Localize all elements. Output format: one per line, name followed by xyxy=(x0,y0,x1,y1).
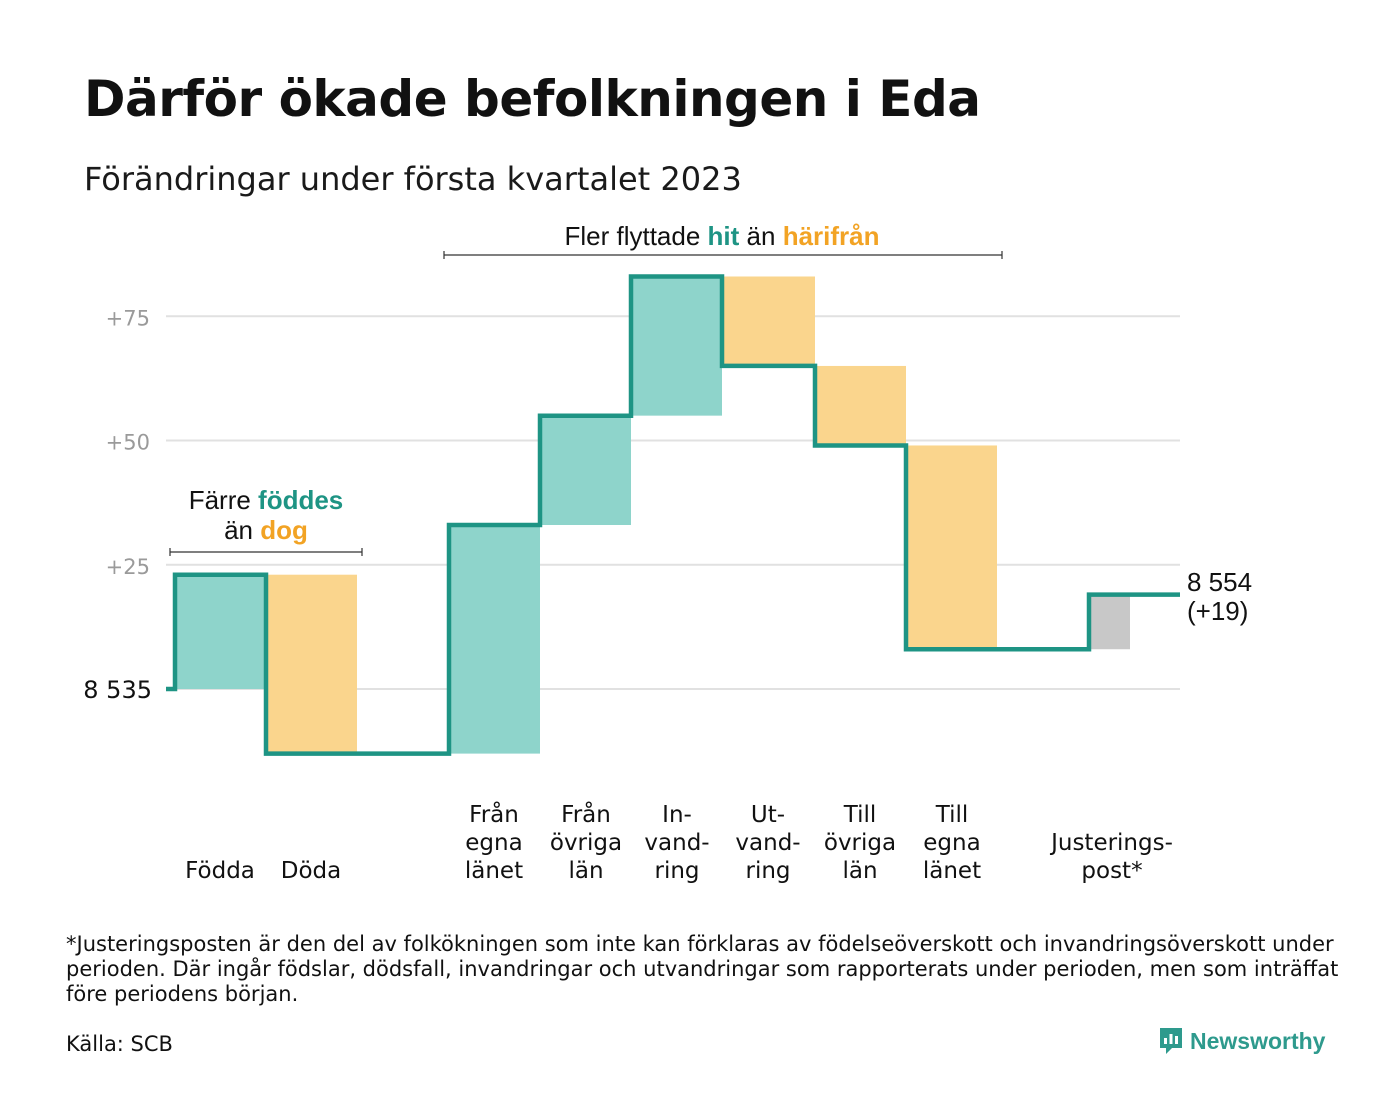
category-label-line: Till xyxy=(843,802,877,828)
category-label-line: länet xyxy=(465,858,523,884)
category-label-line: post* xyxy=(1081,858,1142,884)
bar-out xyxy=(815,365,906,446)
footnote: *Justeringsposten är den del av folkökni… xyxy=(66,932,1339,1006)
bar-out xyxy=(906,445,997,650)
annotation-births-highlight2: dog xyxy=(260,515,308,545)
category-label: Till egna länet xyxy=(923,802,981,884)
brand-name: Newsworthy xyxy=(1190,1027,1326,1054)
category-label: Från egna länet xyxy=(465,800,523,884)
category-label-line: In- xyxy=(662,802,692,828)
svg-text:Fler flyttade hit än härifrån: Fler flyttade hit än härifrån xyxy=(564,221,879,251)
annotation-migration-prefix: Fler flyttade xyxy=(564,221,707,251)
category-label-line: Döda xyxy=(281,858,341,884)
annotation-migration-highlight1: hit xyxy=(708,221,740,251)
y-axis-ticks: 8 535 +25 +50 +75 xyxy=(83,306,152,704)
category-label-line: ring xyxy=(745,858,790,884)
source: Källa: SCB xyxy=(66,1032,173,1056)
category-label-line: län xyxy=(568,858,603,884)
step-line xyxy=(166,274,1180,756)
bar-in xyxy=(540,415,631,525)
category-label-line: Födda xyxy=(185,858,255,884)
svg-text:än dog: än dog xyxy=(224,515,308,545)
end-value-label: 8 554 (+19) xyxy=(1187,567,1252,626)
category-label-line: egna xyxy=(923,830,980,856)
category-label-line: vand- xyxy=(735,830,800,856)
category-label: Från övriga län xyxy=(550,800,622,884)
annotation-births-middle: än xyxy=(224,515,260,545)
category-label: In-vand-ring xyxy=(644,802,709,884)
annotation-migration: Fler flyttade hit än härifrån xyxy=(443,221,1003,259)
bar-out xyxy=(722,276,815,366)
category-label: Ut-vand-ring xyxy=(735,802,800,884)
bar-out xyxy=(266,574,357,754)
annotation-births-prefix: Färre xyxy=(189,485,258,515)
category-label-line: vand- xyxy=(644,830,709,856)
bar-in xyxy=(631,276,722,416)
category-label: Födda xyxy=(185,858,255,884)
end-change: (+19) xyxy=(1187,596,1248,626)
y-tick-label: +50 xyxy=(106,431,150,455)
annotation-migration-middle: än xyxy=(739,221,782,251)
base-value-label: 8 535 xyxy=(83,676,152,704)
end-value: 8 554 xyxy=(1187,567,1252,597)
annotation-births: Färre föddes än dog xyxy=(169,485,363,556)
chart-title: Därför ökade befolkningen i Eda xyxy=(84,70,981,128)
brand[interactable]: Newsworthy xyxy=(1158,1026,1325,1056)
category-label-line: Från xyxy=(561,800,611,828)
bar-adjustment xyxy=(1089,594,1130,650)
y-tick-label: +25 xyxy=(106,555,150,579)
bars xyxy=(175,276,1130,754)
category-label-line: Till xyxy=(935,802,969,828)
category-label: Döda xyxy=(281,858,341,884)
newsworthy-logo-icon xyxy=(1160,1028,1182,1054)
y-tick-label: +75 xyxy=(106,306,150,330)
category-label-line: Från xyxy=(469,800,519,828)
svg-text:Färre föddes: Färre föddes xyxy=(189,485,344,515)
category-label-line: länet xyxy=(923,858,981,884)
category-label-line: egna xyxy=(465,830,522,856)
bar-in xyxy=(449,524,540,754)
category-label-line: Justerings- xyxy=(1049,830,1173,856)
chart-subtitle: Förändringar under första kvartalet 2023 xyxy=(84,160,742,198)
category-label: Justerings-post* xyxy=(1049,830,1173,884)
annotation-migration-highlight2: härifrån xyxy=(783,221,880,251)
category-label: Till övriga län xyxy=(824,802,896,884)
category-label-line: övriga xyxy=(824,830,896,856)
category-label-line: övriga xyxy=(550,830,622,856)
category-label-line: län xyxy=(842,858,877,884)
annotation-births-highlight1: föddes xyxy=(258,485,343,515)
bar-in xyxy=(175,574,266,689)
category-label-line: Ut- xyxy=(751,802,785,828)
category-label-line: ring xyxy=(654,858,699,884)
